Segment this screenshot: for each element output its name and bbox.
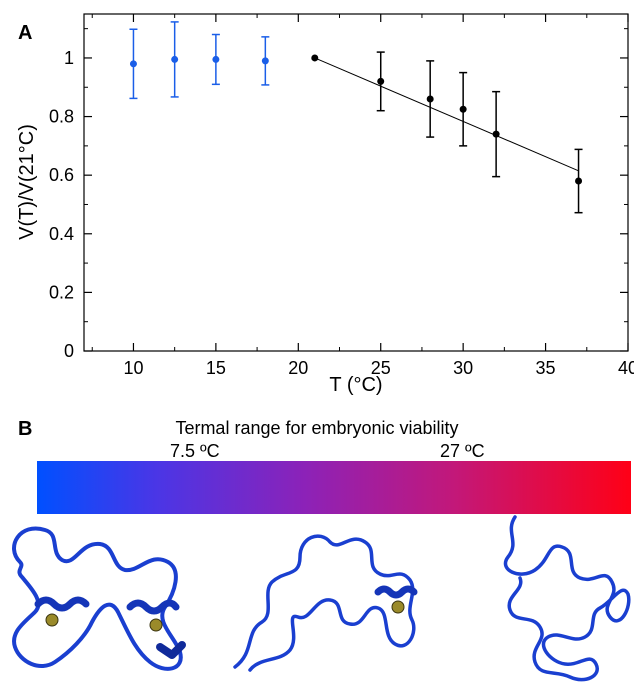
x-tick-label: 35 [536, 358, 556, 378]
ion-sphere-2 [149, 618, 163, 632]
thermal-high-label: 27 ºC [440, 441, 485, 461]
partial-backbone [233, 534, 416, 672]
y-tick-label: 0 [64, 341, 74, 361]
data-point [575, 177, 583, 185]
data-point [171, 55, 179, 63]
y-axis-ticks: 0 0.2 0.4 0.6 0.8 1 [49, 28, 628, 361]
y-axis-label: V(T)/V(21°C) [16, 124, 38, 240]
data-points [129, 21, 583, 214]
fit-line-group [314, 57, 579, 172]
y-tick-label: 1 [64, 48, 74, 68]
data-point [377, 77, 385, 85]
data-point [261, 57, 269, 65]
thermal-gradient-bar [37, 461, 631, 514]
y-tick-label: 0.8 [49, 107, 74, 127]
data-point [459, 105, 467, 113]
folded-helix-1 [34, 596, 90, 612]
plot-frame [83, 13, 629, 352]
ion-sphere-3 [391, 600, 405, 614]
y-tick-label: 0.6 [49, 165, 74, 185]
fit-line [314, 57, 579, 172]
folded-helix-2 [126, 599, 180, 615]
partial-helix [374, 585, 418, 599]
x-tick-label: 15 [206, 358, 226, 378]
data-point [212, 55, 220, 63]
ion-sphere-1 [45, 613, 59, 627]
unfolded-structure [503, 515, 631, 682]
folded-structure [12, 526, 186, 671]
thermal-low-label: 7.5 ºC [170, 441, 220, 461]
panel-b-label: B [18, 418, 33, 440]
partially-folded-structure [233, 534, 418, 672]
folded-backbone [12, 526, 183, 671]
data-point [426, 95, 434, 103]
x-tick-label: 25 [371, 358, 391, 378]
thermal-range-title: Termal range for embryonic viability [175, 418, 459, 438]
panel-a-label: A [18, 22, 33, 44]
unfolded-backbone [503, 515, 631, 682]
x-tick-label: 40 [618, 358, 634, 378]
protein-structures [12, 515, 631, 682]
x-tick-label: 20 [288, 358, 308, 378]
x-axis-ticks: 10 15 20 25 30 35 40 [91, 14, 634, 378]
data-point [492, 130, 500, 138]
folded-sheet [156, 641, 186, 659]
y-tick-label: 0.4 [49, 224, 74, 244]
y-tick-label: 0.2 [49, 282, 74, 302]
x-axis-label: T (°C) [329, 374, 382, 396]
scatter-chart: 10 15 20 25 30 35 40 0 0.2 0.4 0.6 0.8 1 T (°C) V(T… [16, 13, 634, 396]
x-tick-label: 30 [453, 358, 473, 378]
data-point [129, 60, 137, 68]
data-point [311, 54, 319, 62]
x-tick-label: 10 [123, 358, 143, 378]
